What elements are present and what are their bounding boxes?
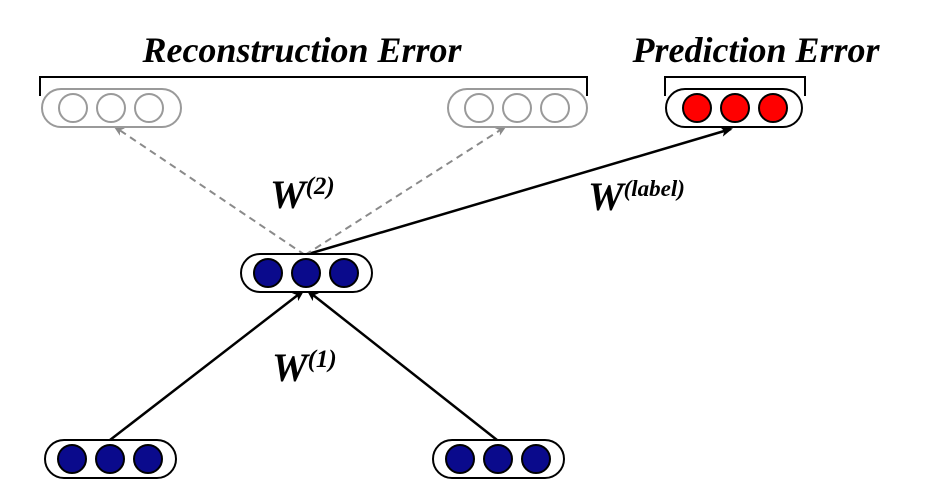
edge-left-input-to-parent bbox=[109, 289, 305, 441]
edge-parent-to-left-reconstruction bbox=[113, 125, 306, 256]
weight-label-w1-sup: (1) bbox=[308, 346, 337, 373]
edge-right-input-to-parent bbox=[306, 289, 498, 441]
reconstruction-node-right bbox=[447, 88, 588, 128]
prediction-node bbox=[665, 88, 803, 128]
weight-label-wlabel: W(label) bbox=[588, 174, 685, 219]
reconstruction-error-bracket bbox=[39, 76, 588, 96]
weight-label-w2-sup: (2) bbox=[306, 173, 335, 200]
input-node-left bbox=[44, 439, 177, 479]
parent-node bbox=[240, 253, 373, 293]
reconstruction-node-left bbox=[41, 88, 182, 128]
weight-label-wlabel-base: W bbox=[588, 174, 626, 219]
input-node-right bbox=[432, 439, 565, 479]
edge-parent-to-right-reconstruction bbox=[304, 125, 507, 256]
weight-label-w2-base: W bbox=[270, 172, 308, 217]
prediction-error-heading: Prediction Error bbox=[631, 30, 880, 70]
weight-label-w1: W(1) bbox=[272, 345, 337, 390]
weight-label-w1-base: W bbox=[272, 345, 310, 390]
weight-label-wlabel-sup: (label) bbox=[624, 176, 685, 201]
prediction-error-bracket bbox=[664, 76, 806, 96]
weight-label-w2: W(2) bbox=[270, 172, 335, 217]
reconstruction-error-heading: Reconstruction Error bbox=[141, 30, 462, 70]
edge-parent-to-label bbox=[304, 127, 733, 257]
